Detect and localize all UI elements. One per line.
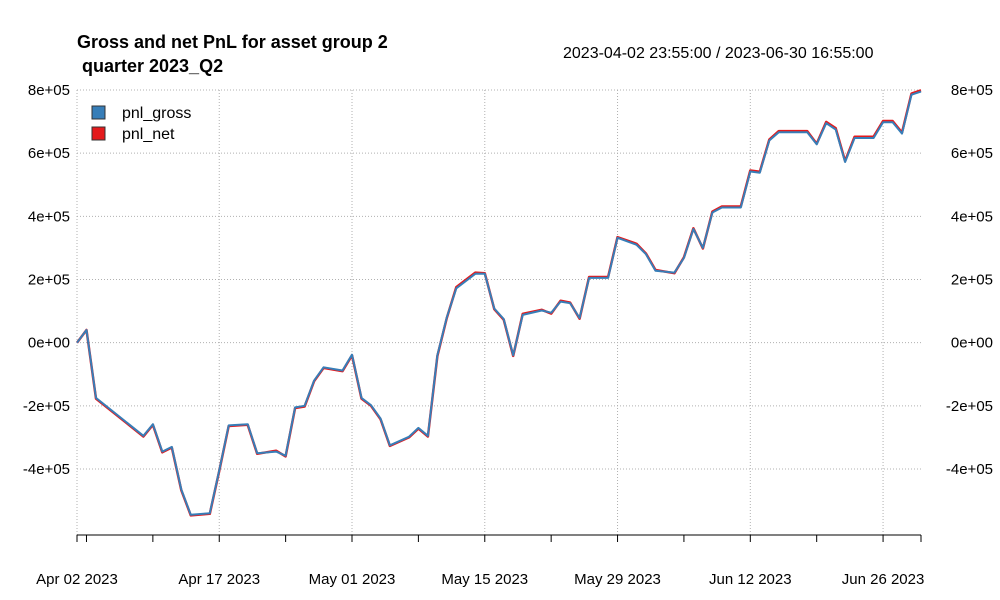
chart-title: Gross and net PnL for asset group 2 quar… bbox=[77, 30, 388, 78]
y-tick-label-right: 4e+05 bbox=[951, 208, 993, 225]
y-tick-label-left: -2e+05 bbox=[23, 398, 70, 415]
x-tick-label: Jun 12 2023 bbox=[709, 571, 792, 588]
x-tick-label: Apr 17 2023 bbox=[178, 571, 260, 588]
x-tick-label: Jun 26 2023 bbox=[842, 571, 925, 588]
legend-swatch-pnl-gross bbox=[91, 105, 106, 120]
date-range-label: 2023-04-02 23:55:00 / 2023-06-30 16:55:0… bbox=[563, 45, 874, 62]
series-lines bbox=[75, 89, 922, 517]
y-tick-label-left: 8e+05 bbox=[28, 82, 70, 99]
x-tick-label: May 15 2023 bbox=[441, 571, 528, 588]
x-tick-label: May 29 2023 bbox=[574, 571, 661, 588]
y-tick-label-left: -4e+05 bbox=[23, 461, 70, 478]
x-tick-label: May 01 2023 bbox=[309, 571, 396, 588]
chart-title-line2: quarter 2023_Q2 bbox=[77, 56, 224, 76]
y-tick-label-right: 2e+05 bbox=[951, 272, 993, 289]
y-axis-left: 8e+05 6e+05 4e+05 2e+05 0e+00 -2e+05 -4e+05 bbox=[23, 82, 70, 478]
series-line-pnl-gross bbox=[76, 90, 922, 516]
y-tick-label-right: -4e+05 bbox=[946, 461, 993, 478]
y-tick-label-left: 6e+05 bbox=[28, 145, 70, 162]
x-axis: Apr 02 2023 Apr 17 2023 May 01 2023 May 15 … bbox=[36, 534, 925, 588]
y-axis-right: 8e+05 6e+05 4e+05 2e+05 0e+00 -2e+05 -4e+05 bbox=[946, 82, 993, 478]
grid-lines bbox=[76, 89, 921, 535]
y-tick-label-left: 2e+05 bbox=[28, 272, 70, 289]
y-tick-label-right: 6e+05 bbox=[951, 145, 993, 162]
series-line-pnl-net bbox=[75, 89, 922, 517]
x-tick-label: Apr 02 2023 bbox=[36, 571, 118, 588]
y-tick-label-left: 0e+00 bbox=[28, 335, 70, 352]
y-tick-label-right: 8e+05 bbox=[951, 82, 993, 99]
y-tick-label-right: 0e+00 bbox=[951, 335, 993, 352]
legend-swatch-pnl-net bbox=[91, 126, 106, 141]
legend: pnl_gross pnl_net bbox=[91, 105, 191, 143]
y-tick-label-left: 4e+05 bbox=[28, 208, 70, 225]
chart-title-line1: Gross and net PnL for asset group 2 bbox=[77, 32, 388, 52]
legend-label-pnl-gross: pnl_gross bbox=[122, 105, 191, 122]
y-tick-label-right: -2e+05 bbox=[946, 398, 993, 415]
legend-label-pnl-net: pnl_net bbox=[122, 126, 175, 143]
